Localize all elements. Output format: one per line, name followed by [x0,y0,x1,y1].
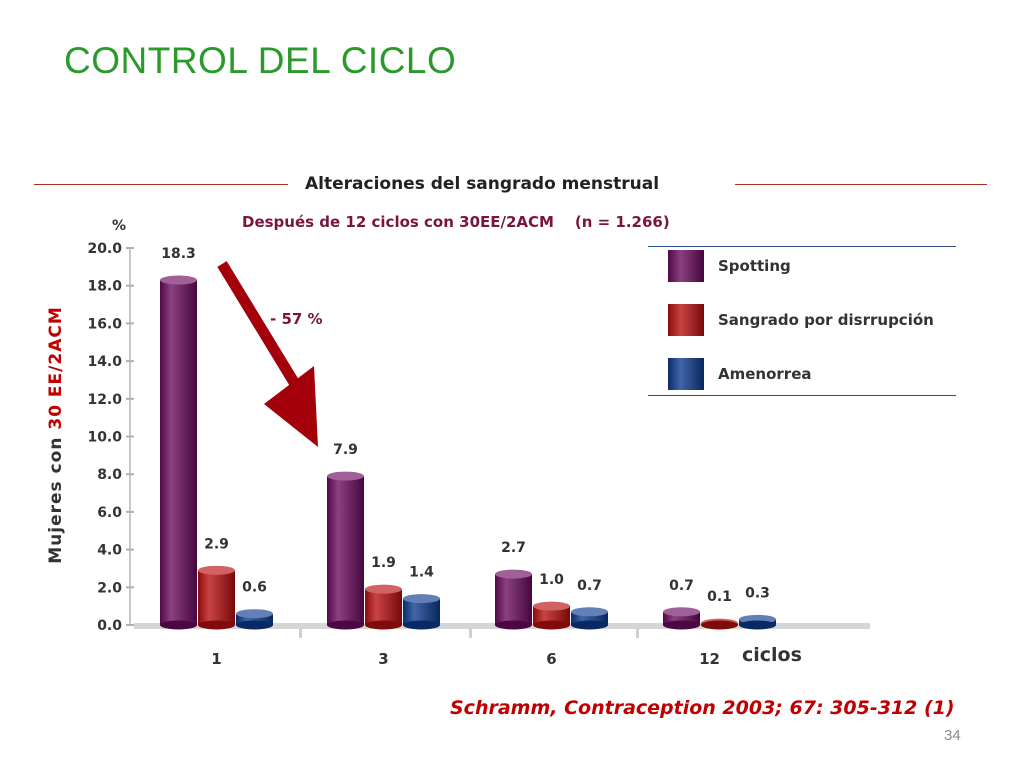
x-category-label: 6 [546,650,556,668]
y-tick-label: 14.0 [87,354,122,370]
title-rule-right [735,184,987,185]
legend-swatch-sangrado [668,304,704,336]
bar-value-label: 0.7 [669,578,694,594]
legend-swatch-amenorrea [668,358,704,390]
bar-bottom-cap [365,620,402,630]
y-tick-label: 6.0 [97,505,122,521]
decrease-arrow [217,261,318,447]
x-axis-title: ciclos [742,644,802,666]
category-separator [299,628,302,638]
bar-value-label: 0.1 [707,589,732,605]
bar-value-label: 2.7 [501,540,526,556]
bar-value-label: 1.4 [409,565,434,581]
legend-swatch-spotting [668,250,704,282]
bar-spotting-cycle-6 [495,574,532,625]
bar-bottom-cap [495,620,532,630]
bar-sangrado-cycle-3 [365,589,402,625]
bar-top-cap [198,565,235,575]
y-tick-label: 4.0 [97,543,122,559]
y-tick-label: 10.0 [87,430,122,446]
x-category-label: 1 [211,650,221,668]
bar-bottom-cap [327,620,364,630]
bar-sangrado-cycle-6 [533,606,570,625]
bar-value-label: 0.7 [577,578,602,594]
bar-value-label: 0.3 [745,585,770,601]
bar-bottom-cap [236,620,273,630]
bar-top-cap [365,584,402,594]
decrease-annotation: - 57 % [270,310,323,328]
bar-top-cap [571,607,608,617]
bar-value-label: 18.3 [161,246,196,262]
page-number: 34 [944,727,961,744]
bar-top-cap [236,609,273,619]
y-tick-label: 16.0 [87,316,122,332]
bar-amenorrea-cycle-1 [236,613,273,625]
y-tick-label: 0.0 [97,618,122,634]
bar-top-cap [403,594,440,604]
bar-value-label: 2.9 [204,536,229,552]
bar-value-label: 1.9 [371,555,396,571]
legend-bottom-rule [648,395,956,396]
bar-top-cap [327,471,364,481]
chart-title: Alteraciones del sangrado menstrual [305,174,660,194]
bar-top-cap [495,569,532,579]
y-tick-label: 2.0 [97,580,122,596]
y-tick-label: 18.0 [87,279,122,295]
bar-bottom-cap [663,620,700,630]
legend-label-amenorrea: Amenorrea [718,365,812,383]
y-tick-label: 12.0 [87,392,122,408]
bar-bottom-cap [533,620,570,630]
legend-label-spotting: Spotting [718,257,791,275]
bar-bottom-cap [160,620,197,630]
y-tick-label: 20.0 [87,241,122,257]
y-unit-label: % [112,218,127,234]
y-tick-label: 8.0 [97,467,122,483]
bar-bottom-cap [739,620,776,630]
bar-spotting-cycle-3 [327,476,364,625]
bar-bottom-cap [198,620,235,630]
bar-value-label: 1.0 [539,572,564,588]
bar-bottom-cap [701,620,738,630]
category-separator [636,628,639,638]
title-rule-left [34,184,288,185]
bar-top-cap [533,601,570,611]
bar-bottom-cap [571,620,608,630]
bar-spotting-cycle-1 [160,280,197,625]
x-category-label: 3 [378,650,388,668]
citation: Schramm, Contraception 2003; 67: 305-312… [450,697,955,719]
bar-sangrado-cycle-1 [198,570,235,625]
chart-subtitle: Después de 12 ciclos con 30EE/2ACM (n = … [242,213,670,231]
bar-top-cap [663,607,700,617]
legend-label-sangrado: Sangrado por disrrupción [718,311,934,329]
legend-top-rule [648,246,956,247]
x-category-label: 12 [699,650,720,668]
bar-top-cap [160,275,197,285]
bar-value-label: 0.6 [242,580,267,596]
bar-bottom-cap [403,620,440,630]
slide-title: CONTROL DEL CICLO [64,40,457,81]
category-separator [469,628,472,638]
bar-value-label: 7.9 [333,442,358,458]
